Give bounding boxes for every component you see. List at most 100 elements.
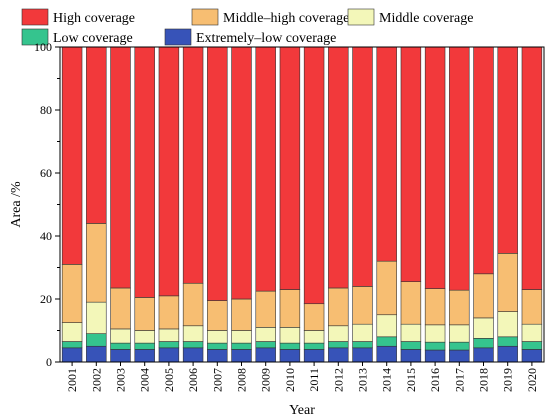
bar-segment-2010-4 bbox=[279, 46, 301, 290]
x-tick-label: 2020 bbox=[525, 368, 539, 392]
y-tick-label: 0 bbox=[46, 355, 52, 369]
bar-segment-2020-2 bbox=[521, 323, 543, 342]
x-tick-label: 2012 bbox=[331, 368, 345, 392]
bar-segment-2011-1 bbox=[303, 342, 325, 350]
legend-label: Low coverage bbox=[53, 31, 133, 46]
x-tick-label: 2002 bbox=[89, 368, 103, 392]
x-tick-label: 2001 bbox=[65, 368, 79, 392]
legend: High coverage Middle–high coverage Middle … bbox=[21, 8, 473, 46]
bar-segment-2014-3 bbox=[376, 260, 397, 316]
bar-segment-2002-1 bbox=[86, 333, 107, 347]
y-tick-label: 100 bbox=[34, 40, 52, 54]
legend-swatch bbox=[164, 28, 192, 46]
bar-segment-2007-0 bbox=[207, 349, 228, 363]
x-tick-label: 2005 bbox=[162, 368, 176, 392]
bar-segment-2013-0 bbox=[352, 347, 373, 363]
bar-segment-2012-0 bbox=[328, 347, 349, 363]
bar-segment-2003-4 bbox=[110, 46, 131, 289]
bar-segment-2002-0 bbox=[86, 345, 107, 363]
bar-segment-2003-1 bbox=[110, 342, 131, 350]
bar-segment-2016-1 bbox=[424, 341, 446, 351]
bar-segment-2015-2 bbox=[400, 323, 422, 342]
bar-segment-2008-2 bbox=[231, 330, 252, 344]
bar-segment-2020-4 bbox=[521, 46, 543, 290]
bar-segment-2012-1 bbox=[328, 341, 349, 349]
x-tick-label: 2013 bbox=[356, 368, 370, 392]
bar-segment-2001-2 bbox=[61, 322, 83, 342]
bar-segment-2010-3 bbox=[279, 289, 301, 328]
bar-segment-2020-1 bbox=[521, 341, 543, 350]
x-tick-label: 2019 bbox=[501, 368, 515, 392]
bar-segment-2004-1 bbox=[134, 342, 155, 350]
bar-segment-2015-1 bbox=[400, 341, 422, 350]
bar-segment-2019-2 bbox=[497, 311, 518, 338]
bar-segment-2008-0 bbox=[231, 349, 252, 363]
bar-segment-2013-2 bbox=[352, 323, 373, 342]
bar-segment-2001-0 bbox=[61, 347, 83, 363]
bar-segment-2012-2 bbox=[328, 325, 349, 342]
y-axis: 0 20 40 60 80 100 bbox=[34, 40, 60, 369]
bar-segment-2009-4 bbox=[255, 46, 276, 292]
bars-group bbox=[61, 46, 543, 363]
x-tick-label: 2008 bbox=[235, 368, 249, 392]
bar-segment-2002-2 bbox=[86, 301, 107, 334]
bar-segment-2004-4 bbox=[134, 46, 155, 298]
x-tick-label: 2004 bbox=[138, 368, 152, 392]
bar-segment-2011-2 bbox=[303, 330, 325, 344]
bar-segment-2008-4 bbox=[231, 46, 252, 300]
bar-segment-2009-2 bbox=[255, 327, 276, 342]
bar-segment-2019-4 bbox=[497, 46, 518, 254]
x-axis: 2001 2002 2003 2004 2005 2006 2007 2008 2009 2010… bbox=[65, 362, 539, 392]
bar-segment-2016-4 bbox=[424, 46, 446, 289]
x-axis-title: Year bbox=[289, 403, 315, 418]
bar-segment-2003-3 bbox=[110, 287, 131, 330]
legend-swatch bbox=[347, 8, 375, 26]
x-tick-label: 2010 bbox=[283, 368, 297, 392]
bar-segment-2020-3 bbox=[521, 289, 543, 325]
bar-segment-2001-4 bbox=[61, 46, 83, 265]
bar-segment-2006-3 bbox=[182, 282, 204, 327]
bar-segment-2009-1 bbox=[255, 341, 276, 349]
bar-segment-2008-1 bbox=[231, 342, 252, 350]
legend-label: Middle–high coverage bbox=[223, 11, 349, 26]
bar-segment-2003-2 bbox=[110, 328, 131, 344]
bar-segment-2020-0 bbox=[521, 349, 543, 363]
legend-swatch bbox=[21, 8, 49, 26]
bar-segment-2015-0 bbox=[400, 349, 422, 363]
bar-segment-2007-3 bbox=[207, 300, 228, 331]
x-tick-label: 2003 bbox=[114, 368, 128, 392]
bar-segment-2014-2 bbox=[376, 314, 397, 338]
bar-segment-2011-4 bbox=[303, 46, 325, 305]
bar-segment-2018-0 bbox=[473, 347, 494, 363]
legend-label: High coverage bbox=[53, 11, 135, 26]
bar-segment-2004-3 bbox=[134, 297, 155, 331]
bar-segment-2005-2 bbox=[158, 328, 180, 342]
bar-segment-2006-0 bbox=[182, 347, 204, 363]
y-tick-label: 80 bbox=[40, 103, 52, 117]
x-tick-label: 2016 bbox=[428, 368, 442, 392]
bar-segment-2011-3 bbox=[303, 303, 325, 331]
bar-segment-2015-4 bbox=[400, 46, 422, 282]
bar-segment-2013-3 bbox=[352, 286, 373, 325]
bar-segment-2009-3 bbox=[255, 290, 276, 328]
bar-segment-2018-1 bbox=[473, 338, 494, 349]
y-tick-label: 40 bbox=[40, 229, 52, 243]
bar-segment-2019-1 bbox=[497, 336, 518, 347]
x-tick-label: 2015 bbox=[404, 368, 418, 392]
legend-swatch bbox=[191, 8, 219, 26]
bar-segment-2017-0 bbox=[449, 349, 470, 363]
bar-segment-2017-2 bbox=[449, 324, 470, 343]
bar-segment-2019-3 bbox=[497, 253, 518, 312]
x-tick-label: 2009 bbox=[259, 368, 273, 392]
bar-segment-2010-1 bbox=[279, 342, 301, 350]
y-tick-label: 60 bbox=[40, 166, 52, 180]
bar-segment-2002-3 bbox=[86, 223, 107, 303]
bar-segment-2002-4 bbox=[86, 46, 107, 224]
bar-segment-2007-4 bbox=[207, 46, 228, 301]
x-tick-label: 2014 bbox=[380, 368, 394, 392]
bar-segment-2004-2 bbox=[134, 330, 155, 344]
bar-segment-2005-0 bbox=[158, 347, 180, 363]
bar-segment-2019-0 bbox=[497, 345, 518, 363]
bar-segment-2007-2 bbox=[207, 330, 228, 344]
